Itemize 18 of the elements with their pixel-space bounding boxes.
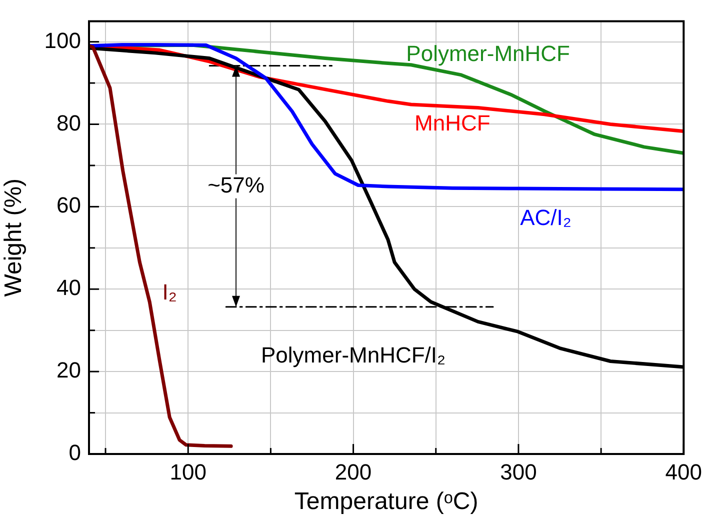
annotation: ~57% <box>208 172 264 198</box>
y-tick-label: 100 <box>44 28 81 53</box>
series-label: MnHCF <box>414 110 490 136</box>
series-label: Polymer-MnHCF/I₂ <box>261 342 446 368</box>
y-tick-label: 60 <box>56 192 81 218</box>
series-label: I₂ <box>162 279 177 304</box>
x-tick-label: 300 <box>500 459 537 484</box>
x-tick-label: 400 <box>665 459 702 484</box>
y-tick-label: 40 <box>56 275 81 300</box>
y-tick-label: 20 <box>56 358 81 383</box>
series-label: Polymer-MnHCF <box>406 41 570 66</box>
x-tick-label: 200 <box>334 459 372 484</box>
series-label: AC/I₂ <box>520 205 572 230</box>
x-tick-label: 100 <box>170 459 206 484</box>
y-axis-title: Weight (%) <box>0 178 28 297</box>
y-tick-label: 0 <box>68 440 81 466</box>
x-axis-title: Temperature (ᵒC) <box>294 488 478 516</box>
y-tick-label: 80 <box>56 110 81 136</box>
